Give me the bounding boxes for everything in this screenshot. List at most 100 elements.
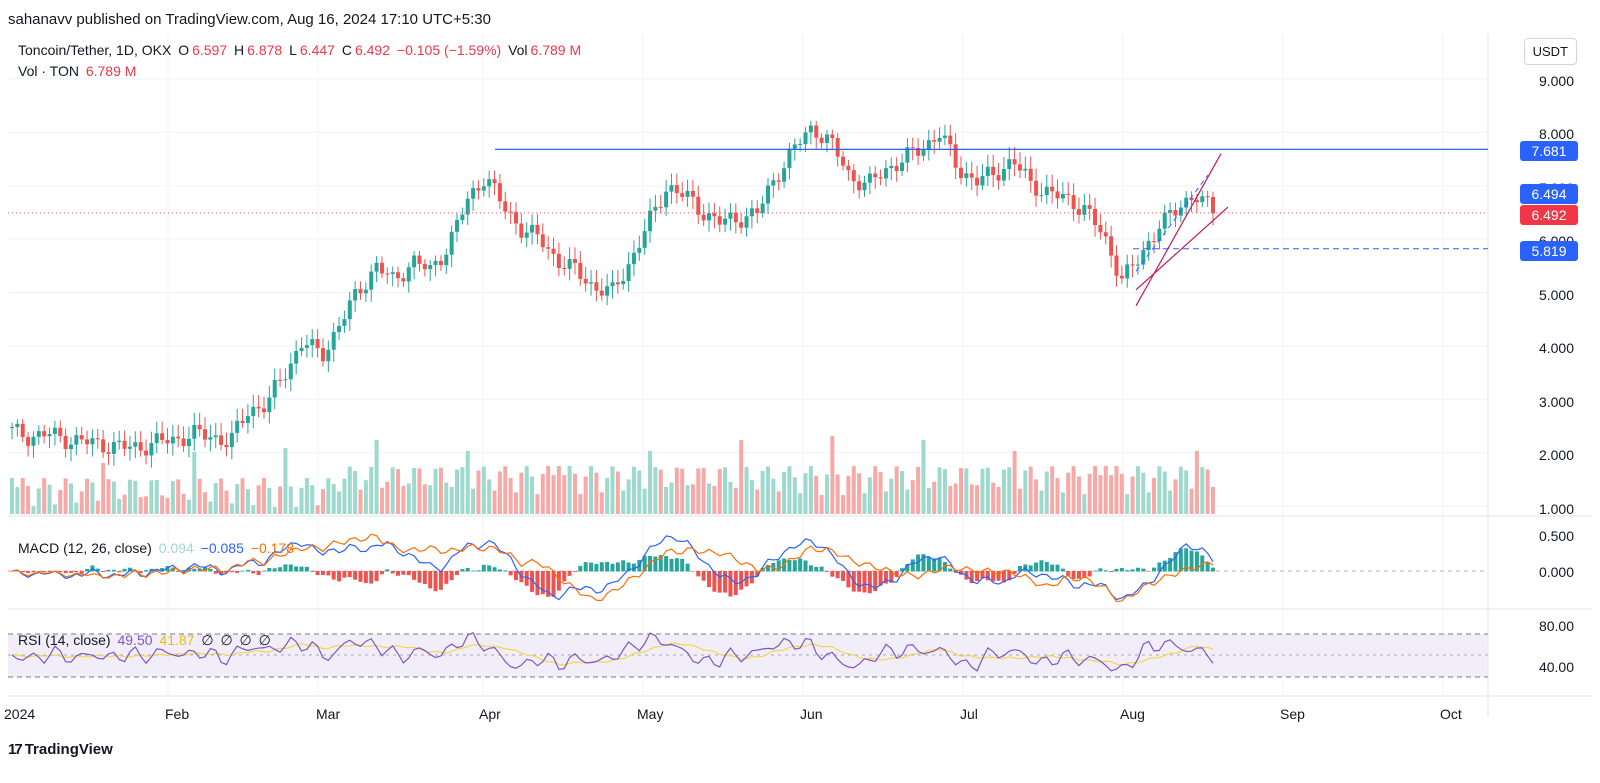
candle-body <box>1007 159 1012 170</box>
macd-histogram-bar <box>256 571 261 576</box>
price-axis-label: 4.000 <box>1538 340 1574 356</box>
candle-body <box>615 282 620 285</box>
macd-histogram-bar <box>278 567 283 572</box>
macd-legend[interactable]: MACD (12, 26, close) 0.094 −0.085 −0.178 <box>18 540 297 556</box>
volume-bar <box>390 467 395 514</box>
volume-bar <box>980 468 985 514</box>
currency-button[interactable]: USDT <box>1523 38 1577 65</box>
symbol-name[interactable]: Toncoin/Tether, 1D, OKX <box>18 42 172 58</box>
candle-body <box>170 436 175 444</box>
candle-body <box>1039 195 1044 197</box>
candle-body <box>883 168 888 179</box>
macd-histogram-bar <box>503 570 508 572</box>
macd-histogram-bar <box>342 571 347 578</box>
candle-body <box>733 212 738 223</box>
vol-value: 6.789 M <box>530 42 582 58</box>
candle-body <box>1055 191 1060 199</box>
candle-body <box>288 363 293 380</box>
macd-histogram-bar <box>814 566 819 572</box>
candle-body <box>964 173 969 179</box>
volume-legend[interactable]: Vol · TON 6.789 M <box>18 63 139 79</box>
macd-histogram-bar <box>74 571 79 573</box>
volume-bar <box>717 469 722 514</box>
volume-bar <box>192 452 197 514</box>
macd-histogram-bar <box>567 571 572 576</box>
macd-histogram-bar <box>20 571 25 573</box>
open-label: O <box>178 42 190 58</box>
volume-bar <box>412 468 417 514</box>
candle-body <box>52 427 57 434</box>
candle-body <box>1034 180 1039 196</box>
volume-bar <box>90 482 95 514</box>
candle-body <box>599 290 604 296</box>
chart-area[interactable] <box>8 34 1592 717</box>
volume-bar <box>149 480 154 514</box>
volume-bar <box>524 466 529 514</box>
macd-histogram-bar <box>245 569 250 572</box>
macd-histogram-bar <box>712 571 717 592</box>
macd-histogram-bar <box>599 562 604 572</box>
macd-histogram-bar <box>1211 567 1215 572</box>
volume-bar <box>739 440 744 514</box>
time-axis-label: Feb <box>165 706 190 722</box>
channel-upper-line <box>1135 153 1222 307</box>
volume-bar <box>487 479 492 514</box>
candle-body <box>648 210 653 232</box>
volume-bar <box>932 481 937 514</box>
candle-body <box>369 271 374 290</box>
candle-body <box>299 347 304 352</box>
candle-body <box>985 166 990 176</box>
tradingview-logo[interactable]: 17 TradingView <box>8 741 113 758</box>
candle-body <box>235 420 240 433</box>
candle-body <box>819 137 824 143</box>
macd-histogram-bar <box>969 571 974 584</box>
rsi-label: RSI (14, close) <box>18 632 111 648</box>
volume-bar <box>583 476 588 514</box>
macd-histogram-bar <box>1001 571 1006 583</box>
volume-bar <box>787 466 792 514</box>
macd-histogram-bar <box>283 564 288 572</box>
macd-histogram-bar <box>610 563 615 572</box>
volume-bar <box>942 469 947 514</box>
candle-body <box>948 135 953 145</box>
macd-histogram-bar <box>304 566 309 572</box>
macd-histogram-bar <box>272 568 277 572</box>
candle-body <box>535 224 540 235</box>
macd-histogram-bar <box>326 571 331 576</box>
macd-histogram-bar <box>42 571 47 573</box>
volume-bar <box>52 504 57 514</box>
rsi-value: 49.50 <box>117 632 153 648</box>
candle-body <box>1050 186 1055 192</box>
macd-histogram-bar <box>926 557 931 572</box>
macd-histogram-bar <box>310 571 315 572</box>
volume-bar <box>519 472 524 514</box>
candle-body <box>320 348 325 362</box>
volume-bar <box>680 468 685 514</box>
candle-body <box>1093 208 1098 226</box>
volume-bar <box>449 486 454 514</box>
volume-bar <box>358 489 363 514</box>
candle-body <box>160 433 165 440</box>
macd-signal-value: −0.178 <box>250 540 294 556</box>
volume-bar <box>690 484 695 514</box>
volume-bar <box>975 485 980 514</box>
candle-body <box>755 208 760 214</box>
price-chart-svg[interactable] <box>8 34 1592 717</box>
macd-histogram-bar <box>1055 564 1060 572</box>
volume-bar <box>224 490 229 514</box>
volume-bar <box>85 478 90 514</box>
macd-histogram-bar <box>36 571 41 572</box>
volume-bar <box>304 478 309 514</box>
volume-bar <box>1194 450 1199 514</box>
rsi-legend[interactable]: RSI (14, close) 49.50 41.87 ∅ ∅ ∅ ∅ <box>18 632 274 649</box>
macd-histogram-bar <box>379 571 384 575</box>
macd-histogram-bar <box>10 571 14 572</box>
volume-bar <box>1071 466 1076 514</box>
candle-body <box>637 247 642 253</box>
candle-body <box>567 259 572 269</box>
time-axis-label: Oct <box>1440 706 1462 722</box>
price-axis-label: 5.000 <box>1538 287 1574 303</box>
volume-bar <box>664 486 669 514</box>
macd-histogram-bar <box>251 571 256 574</box>
